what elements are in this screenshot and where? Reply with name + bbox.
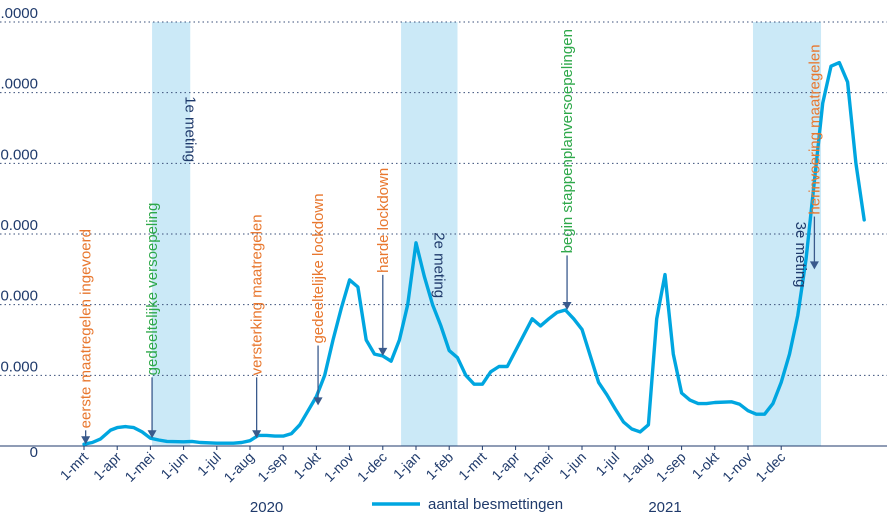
annotation-label-7: herinvoering maatregelen: [806, 44, 823, 214]
annotation-arrowhead-6: [562, 301, 572, 310]
annotation-arrowhead-4: [313, 397, 323, 406]
x-tick-label-21: 1-dec: [752, 449, 788, 485]
x-tick-label-20: 1-nov: [719, 449, 755, 485]
series-line-1: [82, 60, 866, 446]
period-label-3: 3e meting: [792, 222, 809, 288]
year-label-2021: 2021: [648, 499, 681, 516]
x-tick-label-11: 1-feb: [422, 449, 456, 483]
x-tick-label-3: 1-jun: [157, 449, 190, 482]
legend-label: aantal besmettingen: [428, 496, 563, 513]
annotation-label-6: begin stappenplanversoepelingen: [559, 29, 576, 253]
x-tick-label-19: 1-okt: [689, 449, 722, 482]
x-tick-label-12: 1-mrt: [455, 449, 489, 483]
annotation-label-3: versterking maatregelen: [249, 214, 266, 375]
x-tick-label-13: 1-apr: [488, 449, 523, 484]
annotation-label-2: gedeeltelijke versoepeling: [144, 203, 161, 376]
annotation-label-1: eerste maatregelen ingevoerd: [78, 229, 95, 428]
annotation-arrowhead-2: [147, 430, 157, 439]
annotation-arrowhead-1: [81, 436, 91, 445]
x-tick-label-0: 1-mrt: [57, 449, 91, 483]
y-tick-label-4: 800.000: [0, 146, 38, 163]
annotation-arrowhead-5: [378, 347, 388, 356]
y-tick-label-6: 120.0000: [0, 5, 38, 22]
x-tick-label-9: 1-dec: [354, 449, 390, 485]
x-tick-label-1: 1-apr: [90, 449, 125, 484]
x-tick-label-18: 1-sep: [653, 449, 689, 485]
annotation-label-5: harde lockdown: [375, 168, 392, 273]
x-tick-label-14: 1-mei: [520, 449, 556, 485]
period-label-2: 2e meting: [430, 232, 447, 298]
x-tick-label-10: 1-jan: [390, 449, 423, 482]
x-tick-label-2: 1-mei: [121, 449, 157, 485]
x-tick-label-6: 1-sep: [254, 449, 290, 485]
y-tick-label-3: 600.000: [0, 217, 38, 234]
annotation-label-4: gedeeltelijke lockdown: [310, 193, 327, 343]
y-tick-label-1: 200.000: [0, 358, 38, 375]
y-tick-label-0: 0: [30, 444, 38, 461]
annotation-arrowhead-3: [252, 430, 262, 439]
annotation-arrowhead-7: [809, 261, 819, 270]
y-tick-label-2: 400.000: [0, 288, 38, 305]
x-tick-label-8: 1-nov: [321, 449, 357, 485]
period-label-1: 1e meting: [181, 96, 198, 162]
year-label-2020: 2020: [250, 499, 283, 516]
x-tick-label-7: 1-okt: [290, 449, 323, 482]
x-tick-label-17: 1-aug: [619, 449, 656, 486]
x-tick-label-5: 1-aug: [220, 449, 257, 486]
y-tick-label-5: 100.0000: [0, 76, 38, 93]
x-tick-label-15: 1-jun: [556, 449, 589, 482]
